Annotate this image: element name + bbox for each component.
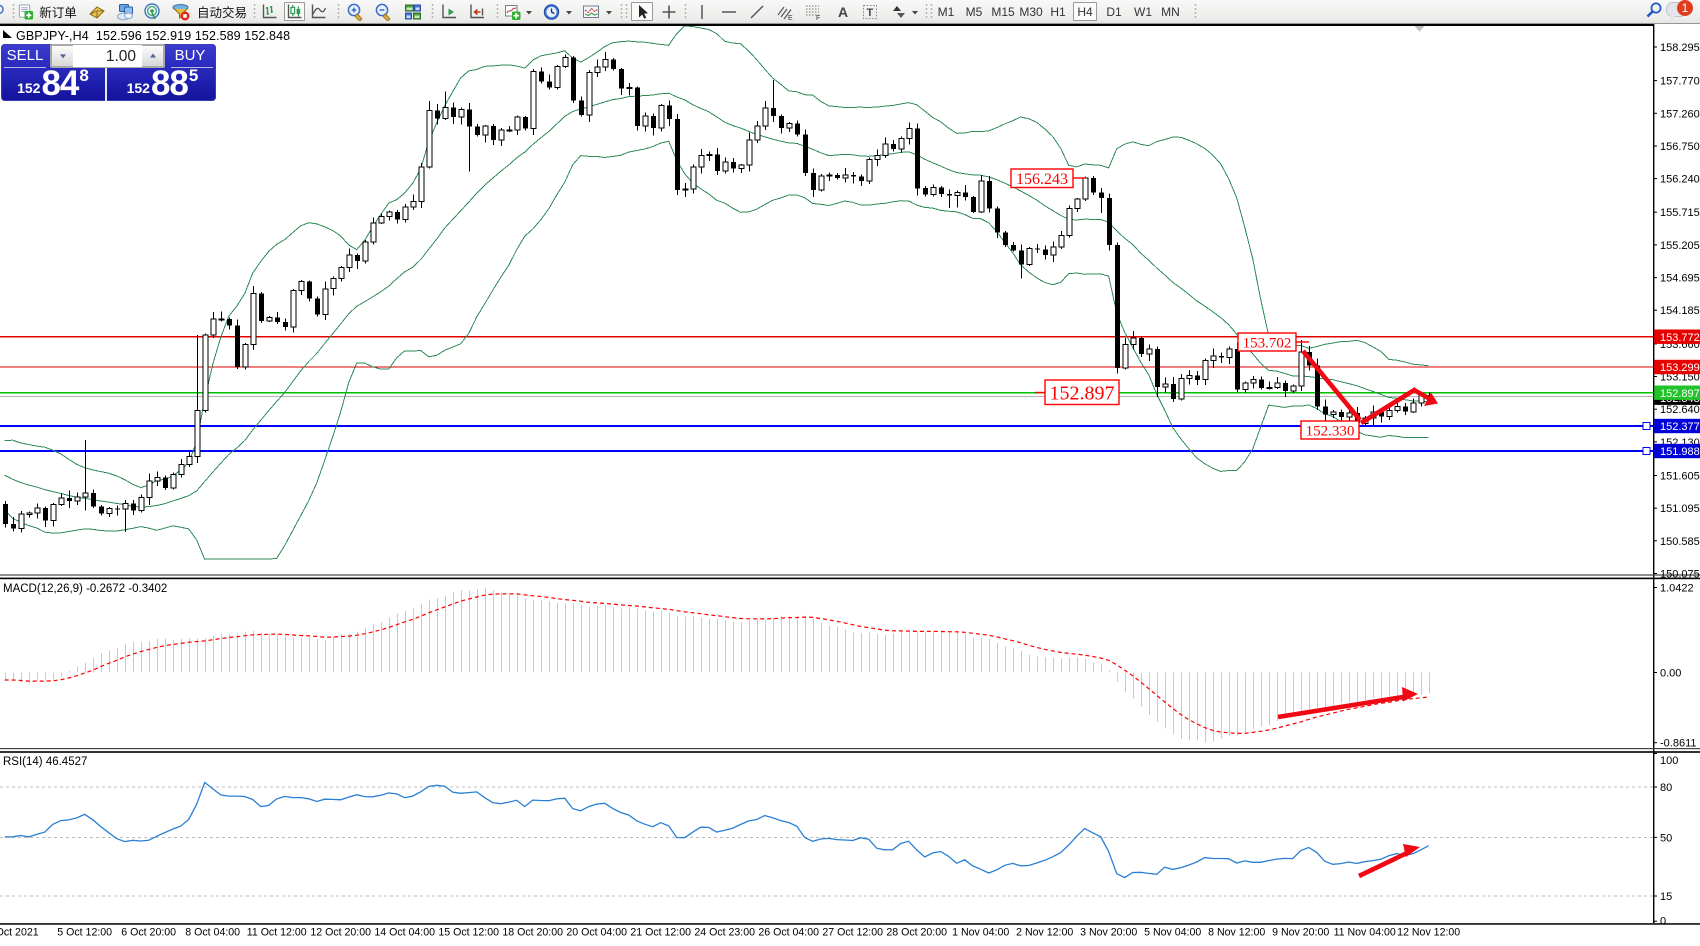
- svg-text:4 Oct 2021: 4 Oct 2021: [0, 927, 39, 939]
- svg-text:156.240: 156.240: [1660, 174, 1700, 186]
- svg-text:153.299: 153.299: [1660, 362, 1700, 374]
- svg-text:MACD(12,26,9) -0.2672 -0.3402: MACD(12,26,9) -0.2672 -0.3402: [3, 583, 167, 595]
- svg-text:155.715: 155.715: [1660, 207, 1700, 219]
- svg-text:12 Oct 20:00: 12 Oct 20:00: [310, 927, 371, 939]
- svg-text:154.185: 154.185: [1660, 305, 1700, 317]
- svg-text:158.295: 158.295: [1660, 42, 1700, 54]
- svg-text:152.897: 152.897: [1050, 382, 1115, 404]
- svg-text:11 Nov 04:00: 11 Nov 04:00: [1334, 927, 1396, 939]
- svg-text:157.770: 157.770: [1660, 76, 1700, 88]
- svg-text:153.150: 153.150: [1660, 372, 1700, 384]
- svg-text:26 Oct 04:00: 26 Oct 04:00: [758, 927, 819, 939]
- svg-text:E: E: [788, 15, 793, 21]
- svg-text:5 Nov 04:00: 5 Nov 04:00: [1144, 927, 1201, 939]
- svg-text:24 Oct 23:00: 24 Oct 23:00: [694, 927, 755, 939]
- svg-text:14 Oct 04:00: 14 Oct 04:00: [374, 927, 435, 939]
- svg-text:153.702: 153.702: [1243, 335, 1292, 351]
- svg-text:0: 0: [1660, 916, 1666, 928]
- svg-text:27 Oct 12:00: 27 Oct 12:00: [822, 927, 883, 939]
- svg-text:2 Nov 12:00: 2 Nov 12:00: [1016, 927, 1073, 939]
- svg-text:151.095: 151.095: [1660, 503, 1700, 515]
- svg-text:150.585: 150.585: [1660, 536, 1700, 548]
- svg-text:5 Oct 12:00: 5 Oct 12:00: [57, 927, 112, 939]
- svg-text:151.988: 151.988: [1660, 446, 1700, 458]
- svg-text:-0.8611: -0.8611: [1660, 738, 1697, 750]
- svg-text:151.605: 151.605: [1660, 471, 1700, 483]
- svg-text:156.243: 156.243: [1016, 171, 1068, 188]
- svg-text:0.00: 0.00: [1660, 668, 1681, 680]
- svg-text:15 Oct 12:00: 15 Oct 12:00: [438, 927, 499, 939]
- svg-text:152.377: 152.377: [1660, 421, 1700, 433]
- svg-text:152.330: 152.330: [1306, 423, 1355, 439]
- svg-text:157.260: 157.260: [1660, 108, 1700, 120]
- svg-text:T: T: [867, 7, 874, 19]
- svg-text:1.0422: 1.0422: [1660, 583, 1694, 595]
- svg-text:12 Nov 12:00: 12 Nov 12:00: [1397, 927, 1460, 939]
- svg-text:152.640: 152.640: [1660, 404, 1700, 416]
- svg-text:155.205: 155.205: [1660, 240, 1700, 252]
- svg-text:3 Nov 20:00: 3 Nov 20:00: [1080, 927, 1137, 939]
- svg-text:152.897: 152.897: [1660, 388, 1700, 400]
- svg-text:100: 100: [1660, 755, 1678, 767]
- svg-text:150.075: 150.075: [1660, 569, 1700, 581]
- svg-text:11 Oct 12:00: 11 Oct 12:00: [247, 927, 307, 939]
- svg-text:15: 15: [1660, 891, 1672, 903]
- svg-text:8 Oct 04:00: 8 Oct 04:00: [185, 927, 240, 939]
- svg-text:9 Nov 20:00: 9 Nov 20:00: [1272, 927, 1329, 939]
- svg-text:21 Oct 12:00: 21 Oct 12:00: [630, 927, 691, 939]
- svg-text:154.695: 154.695: [1660, 273, 1700, 285]
- svg-text:50: 50: [1660, 832, 1672, 844]
- svg-text:20 Oct 04:00: 20 Oct 04:00: [566, 927, 627, 939]
- svg-text:1 Nov 04:00: 1 Nov 04:00: [952, 927, 1009, 939]
- svg-text:156.750: 156.750: [1660, 141, 1700, 153]
- svg-text:F: F: [816, 15, 820, 21]
- svg-text:153.772: 153.772: [1660, 332, 1700, 344]
- svg-text:6 Oct 20:00: 6 Oct 20:00: [121, 927, 176, 939]
- svg-text:RSI(14) 46.4527: RSI(14) 46.4527: [3, 756, 87, 768]
- svg-text:18 Oct 20:00: 18 Oct 20:00: [502, 927, 563, 939]
- svg-text:8 Nov 12:00: 8 Nov 12:00: [1208, 927, 1265, 939]
- svg-text:80: 80: [1660, 782, 1672, 794]
- svg-text:28 Oct 20:00: 28 Oct 20:00: [886, 927, 947, 939]
